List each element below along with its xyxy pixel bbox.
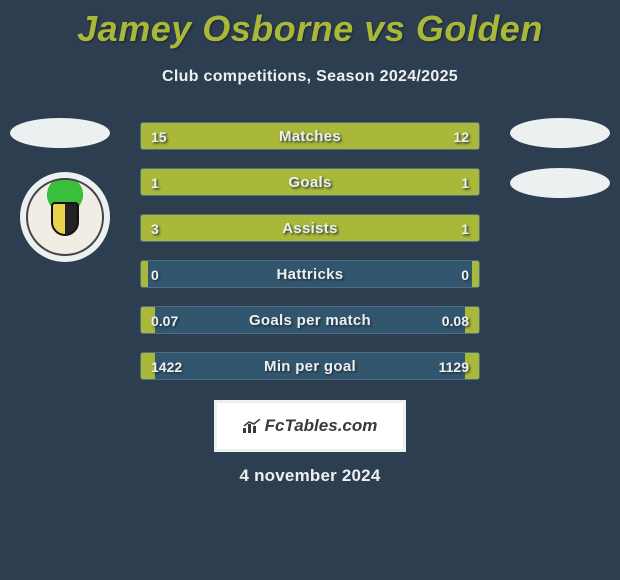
stat-row: 0.070.08Goals per match xyxy=(140,306,480,334)
comparison-panel: 1512Matches 11Goals 31Assists 00Hattricks 0.… xyxy=(0,118,620,378)
stat-row: 1512Matches xyxy=(140,122,480,150)
page-title: Jamey Osborne vs Golden xyxy=(0,0,620,50)
stats-bar-group: 1512Matches 11Goals 31Assists 00Hattricks 0.… xyxy=(140,104,480,380)
stat-label: Goals per match xyxy=(141,307,479,334)
chart-icon xyxy=(243,419,261,433)
stat-label: Goals xyxy=(141,169,479,196)
shield-icon xyxy=(51,202,79,236)
player-placeholder-left xyxy=(10,118,110,148)
stat-label: Min per goal xyxy=(141,353,479,380)
stat-row: 00Hattricks xyxy=(140,260,480,288)
stat-label: Assists xyxy=(141,215,479,242)
club-crest-left xyxy=(20,172,110,262)
branding-box: FcTables.com xyxy=(214,400,406,452)
player-placeholder-right-1 xyxy=(510,118,610,148)
branding-text: FcTables.com xyxy=(265,416,378,436)
stat-label: Hattricks xyxy=(141,261,479,288)
stat-row: 11Goals xyxy=(140,168,480,196)
stat-row: 14221129Min per goal xyxy=(140,352,480,380)
player-placeholder-right-2 xyxy=(510,168,610,198)
crest-icon xyxy=(26,178,104,256)
stat-row: 31Assists xyxy=(140,214,480,242)
footer-date: 4 november 2024 xyxy=(0,466,620,486)
subtitle: Club competitions, Season 2024/2025 xyxy=(0,68,620,86)
stat-label: Matches xyxy=(141,123,479,150)
